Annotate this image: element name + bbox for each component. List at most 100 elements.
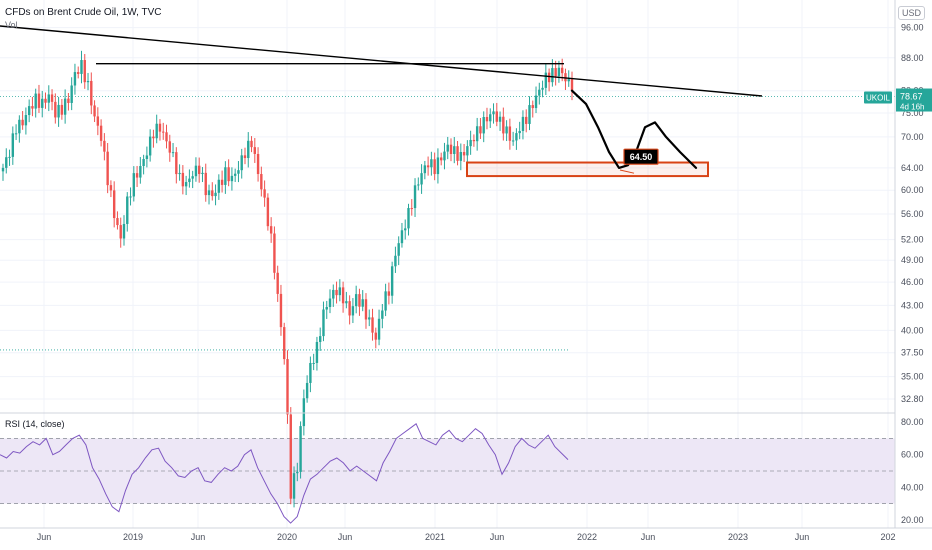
candle-body <box>54 101 57 118</box>
candle <box>469 130 472 155</box>
candle-body <box>57 104 60 118</box>
candle <box>260 166 263 197</box>
candle <box>459 143 463 171</box>
candle-body <box>456 146 459 161</box>
candle-body <box>423 165 427 174</box>
candle-body <box>77 72 80 74</box>
candle <box>466 140 469 164</box>
candle <box>426 156 430 176</box>
candle <box>443 142 446 170</box>
candle <box>289 407 292 505</box>
candle <box>319 327 322 351</box>
candle-body <box>60 104 64 115</box>
candle <box>227 159 230 187</box>
candle <box>358 288 361 316</box>
candle <box>544 63 548 96</box>
candle <box>266 193 270 231</box>
candle-body <box>439 157 443 161</box>
candle <box>279 284 283 336</box>
candle <box>135 165 139 188</box>
candle <box>247 132 250 168</box>
y-tick-label: 64.00 <box>901 163 924 173</box>
candle <box>479 117 482 139</box>
candle-body <box>152 136 155 139</box>
candle <box>96 107 100 136</box>
candle <box>250 136 253 153</box>
candle <box>315 336 319 371</box>
candle <box>354 285 358 314</box>
candle-body <box>404 228 407 231</box>
candle <box>407 203 410 236</box>
candle-body <box>508 126 512 141</box>
candle-body <box>371 317 374 333</box>
candle <box>528 96 531 131</box>
candle-body <box>475 126 479 142</box>
candle-body <box>400 230 404 244</box>
candle <box>175 147 178 184</box>
candle-body <box>96 116 100 126</box>
candle <box>145 146 149 168</box>
candle-body <box>538 89 541 96</box>
candle-body <box>410 208 413 210</box>
candle-body <box>384 291 387 311</box>
candle <box>534 86 538 114</box>
candle <box>299 421 302 479</box>
candle <box>155 114 158 144</box>
y-tick-label: 96.00 <box>901 23 924 33</box>
candle-body <box>175 152 178 175</box>
currency-badge[interactable]: USD <box>898 6 926 20</box>
candle <box>148 129 152 162</box>
y-tick-label: 75.00 <box>901 108 924 118</box>
candle-body <box>260 174 263 190</box>
candle-body <box>11 133 15 157</box>
candle <box>86 72 90 91</box>
candle <box>103 133 106 161</box>
candle-body <box>394 255 397 267</box>
candle <box>511 131 515 146</box>
candle <box>204 163 207 202</box>
candle-body <box>433 159 436 175</box>
candle <box>495 102 498 127</box>
y-tick-label: 46.00 <box>901 277 924 287</box>
candle <box>505 120 508 142</box>
candle-body <box>407 208 410 229</box>
candle <box>41 90 44 118</box>
candle <box>50 89 54 111</box>
candle-body <box>453 146 456 154</box>
candle-body <box>505 126 508 134</box>
candle <box>374 327 377 349</box>
annotation-connector <box>619 169 635 174</box>
candle-body <box>492 111 495 115</box>
candle <box>390 261 394 304</box>
candle-body <box>233 173 237 176</box>
candle <box>70 77 73 111</box>
candle-body <box>217 179 221 193</box>
candle-body <box>122 223 126 239</box>
candle <box>296 462 299 482</box>
candle-body <box>276 272 279 294</box>
candle-body <box>534 95 538 109</box>
candle <box>456 141 459 166</box>
candle <box>201 167 204 183</box>
x-tick-label: Jun <box>191 532 206 542</box>
chart-title: CFDs on Brent Crude Oil, 1W, TVC <box>5 7 162 18</box>
candle <box>14 124 18 141</box>
x-tick-label: 2020 <box>277 532 297 542</box>
candle-body <box>263 189 266 198</box>
candle <box>243 147 247 165</box>
candle-body <box>368 317 371 320</box>
grid-lines <box>0 0 895 528</box>
candle-body <box>80 60 83 74</box>
x-tick-label: 2022 <box>577 532 597 542</box>
candle <box>404 219 407 240</box>
candle-body <box>377 318 381 340</box>
candle-body <box>390 266 394 296</box>
candle <box>116 211 119 230</box>
candle-body <box>27 106 31 116</box>
candle-body <box>63 98 67 115</box>
candle-body <box>387 291 391 296</box>
rsi-band <box>0 438 895 504</box>
annotation-label: 64.50 <box>630 152 653 162</box>
x-tick-label: Jun <box>490 532 505 542</box>
